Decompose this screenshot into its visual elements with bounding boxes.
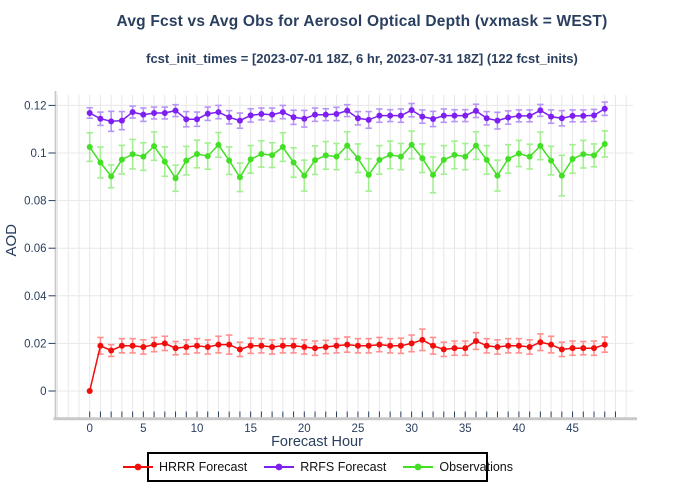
chart-title: Avg Fcst vs Avg Obs for Aerosol Optical … [116,13,608,30]
legend-item-observations[interactable]: Observations [402,460,513,474]
legend-line-icon [403,463,434,471]
series-markers-observations [86,140,608,182]
legend-label: HRRR Forecast [159,460,248,474]
chart-subtitle: fcst_init_times = [2023-07-01 18Z, 6 hr,… [146,51,578,66]
x-tick-labels: 0 5 10 15 20 25 30 35 40 45 [86,423,578,435]
svg-text:5: 5 [140,423,146,435]
svg-text:0.12: 0.12 [24,100,46,112]
svg-text:0.06: 0.06 [24,243,46,255]
error-bars-hrrr-forecast [97,328,608,358]
svg-text:15: 15 [244,423,257,435]
legend-line-icon [123,463,153,471]
legend-item-hrrr-forecast[interactable]: HRRR Forecast [122,460,247,474]
svg-text:0.08: 0.08 [24,196,46,208]
svg-text:25: 25 [352,423,365,435]
svg-text:35: 35 [459,423,472,435]
error-bars-rrfs-forecast [86,101,608,133]
y-axis-title: AOD [3,224,20,257]
svg-text:0: 0 [86,423,92,435]
svg-text:0.04: 0.04 [24,291,47,303]
y-gridlines [55,104,633,392]
svg-text:0: 0 [40,386,46,398]
svg-text:0.1: 0.1 [31,148,47,160]
svg-text:30: 30 [405,423,418,435]
x-axis-ticks [89,411,616,418]
svg-text:45: 45 [566,423,579,435]
svg-text:20: 20 [298,423,311,435]
legend-label: Observations [439,460,514,474]
series-markers-hrrr-forecast [86,336,608,394]
x-axis-title: Forecast Hour [271,434,363,450]
legend: HRRR Forecast RRFS Forecast Observations [123,452,513,482]
legend-item-rrfs-forecast[interactable]: RRFS Forecast [263,460,386,474]
y-axis-ticks [48,104,56,392]
svg-text:10: 10 [191,423,204,435]
legend-line-icon [264,463,295,471]
svg-text:0.02: 0.02 [24,338,46,350]
svg-text:40: 40 [513,423,526,435]
series-markers-rrfs-forecast [86,105,608,125]
legend-label: RRFS Forecast [300,460,387,474]
y-tick-labels: 0 0.02 0.04 0.06 0.08 0.1 0.12 [24,100,47,398]
